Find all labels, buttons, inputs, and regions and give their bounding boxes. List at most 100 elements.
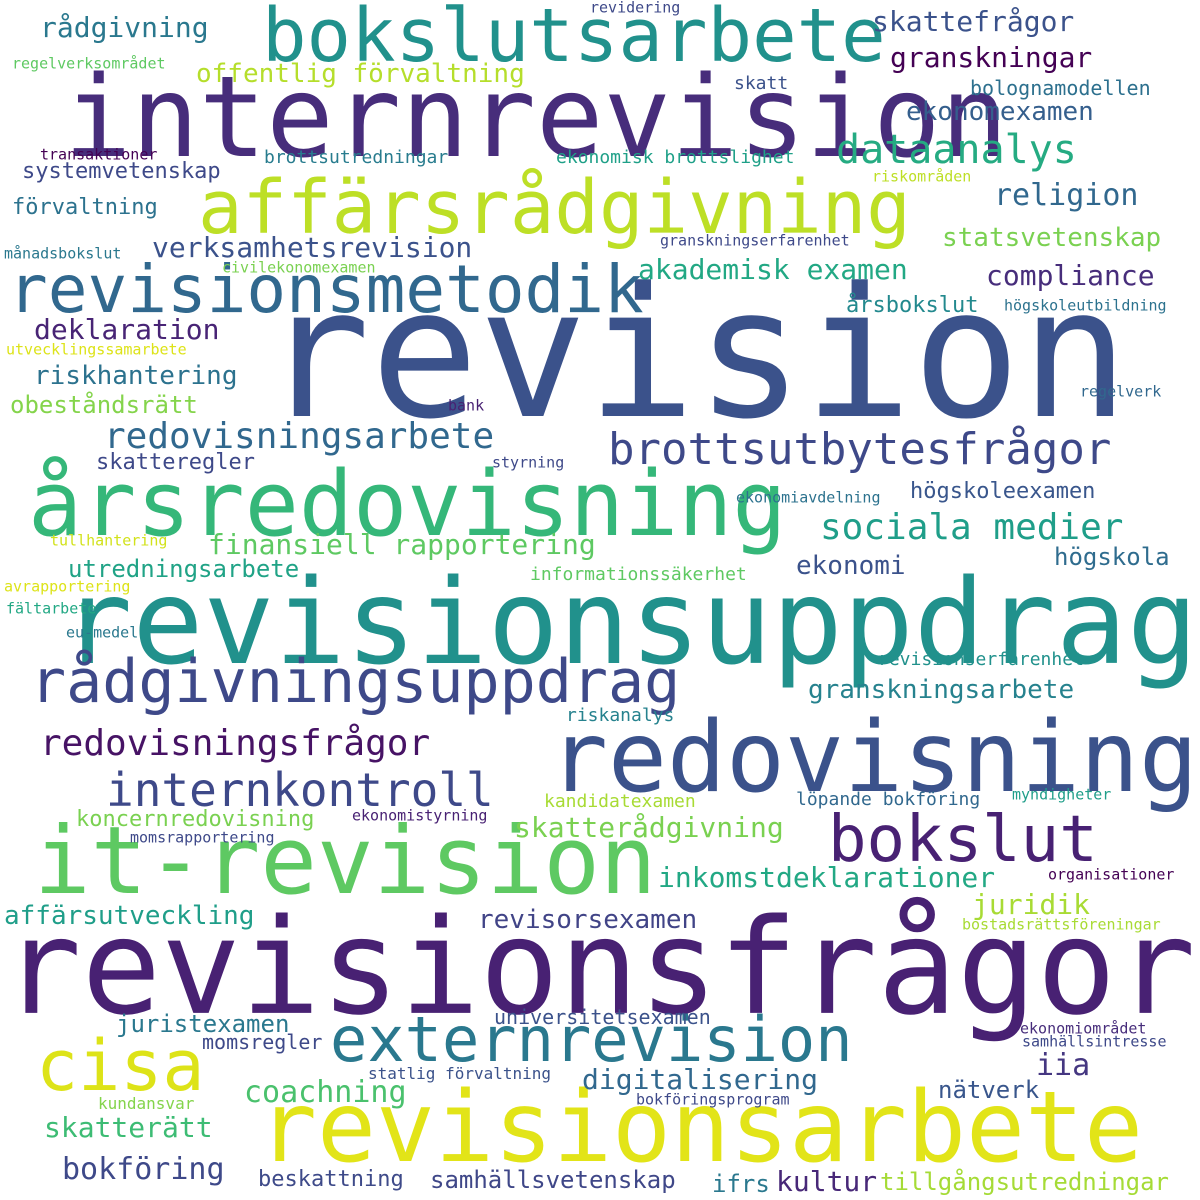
word: sociala medier (820, 507, 1124, 548)
word: kultur (776, 1165, 878, 1198)
word: månadsbokslut (4, 244, 122, 263)
word: tullhantering (50, 531, 168, 550)
word: it-revision (34, 807, 657, 916)
word: skattefrågor (872, 5, 1075, 38)
word: juristexamen (116, 1010, 290, 1038)
word: bokföring (62, 1152, 225, 1187)
word: styrning (492, 453, 565, 472)
word: ekonomexamen (906, 97, 1094, 127)
word: offentlig förvaltning (196, 59, 525, 89)
word: internrevision (64, 53, 1009, 183)
word: organisationer (1048, 865, 1175, 884)
word: momsregler (202, 1030, 323, 1054)
word: informationssäkerhet (530, 564, 747, 585)
word: ekonomi (796, 551, 906, 581)
word: utredningsarbete (68, 555, 300, 583)
word: bank (448, 396, 485, 415)
word: utvecklingssamarbete (6, 340, 187, 359)
word: bokföringsprogram (636, 1090, 790, 1109)
word: revisionserfarenhet (878, 649, 1084, 670)
word: förvaltning (12, 195, 158, 220)
word: fältarbete (6, 599, 97, 618)
word: iia (1036, 1048, 1091, 1083)
word: dataanalys (836, 127, 1077, 173)
word: regelverk (1080, 382, 1162, 401)
word: samhällsintresse (1022, 1032, 1167, 1051)
word: universitetsexamen (494, 1005, 711, 1029)
word: granskningsarbete (808, 675, 1075, 705)
word: bokslut (828, 803, 1098, 877)
word: redovisningsfrågor (40, 723, 431, 764)
word: regelverksområdet (12, 54, 166, 73)
word: statsvetenskap (942, 223, 1162, 253)
word: religion (994, 178, 1139, 213)
word: skatterådgivning (514, 811, 784, 844)
word: verksamhetsrevision (152, 231, 473, 264)
word: beskattning (258, 1167, 404, 1192)
word: inkomstdeklarationer (658, 861, 996, 894)
word: samhällsvetenskap (430, 1166, 676, 1194)
word: högskoleutbildning (1004, 296, 1167, 315)
word: civilekonomexamen (222, 258, 376, 277)
word: rådgivningsuppdrag (30, 647, 681, 717)
word: revisionsmetodik (8, 251, 644, 328)
word: ekonomiområdet (1020, 1019, 1147, 1038)
word: löpande bokföring (796, 789, 981, 810)
word: systemvetenskap (22, 159, 221, 184)
word: tillgångsutredningar (880, 1168, 1169, 1196)
word: revisorsexamen (478, 905, 698, 935)
word: kundansvar (98, 1094, 195, 1113)
word: nätverk (938, 1076, 1040, 1104)
word: obeståndsrätt (10, 391, 198, 419)
word: högskola (1054, 543, 1170, 571)
word: revisionsuppdrag (61, 553, 1198, 691)
word: internkontroll (106, 763, 494, 817)
word: revidering (590, 0, 681, 17)
word: ekonomiavdelning (736, 488, 881, 507)
word: brottsutbytesfrågor (608, 424, 1112, 475)
word: årsbokslut (846, 293, 979, 318)
word: finansiell rapportering (208, 528, 596, 561)
word: juridik (972, 888, 1091, 921)
word: externrevision (330, 1003, 853, 1076)
word: momsrapportering (130, 828, 275, 847)
word: affärsrådgivning (198, 165, 911, 251)
word: bostadsrättsföreningar (962, 915, 1161, 934)
word: brottsutredningar (264, 147, 449, 168)
word: rådgivning (40, 11, 209, 44)
word: coachning (244, 1075, 407, 1110)
word: bokslutsarbete (262, 0, 886, 79)
word: transaktioner (40, 145, 158, 164)
word: årsredovisning (28, 452, 787, 557)
word: cisa (36, 1025, 205, 1107)
word: koncernredovisning (76, 807, 315, 832)
word: akademisk examen (638, 253, 908, 286)
word: riskanalys (566, 705, 675, 726)
word: kandidatexamen (544, 791, 696, 812)
word: riskhantering (34, 361, 238, 391)
word: statlig förvaltning (368, 1064, 552, 1083)
word: skatt (734, 73, 789, 94)
word: granskningserfarenhet (660, 231, 850, 250)
word: avrapportering (4, 577, 131, 596)
word: myndigheter (1012, 785, 1112, 804)
word: skatterätt (44, 1111, 213, 1144)
word: bolognamodellen (970, 76, 1151, 100)
word: skatteregler (96, 450, 255, 475)
word: redovisning (548, 701, 1198, 815)
word: revisionsarbete (258, 1071, 1144, 1185)
word: revisionsfrågor (2, 890, 1196, 1045)
word: ifrs (712, 1170, 770, 1198)
word: deklaration (34, 313, 220, 346)
word: digitalisering (582, 1063, 819, 1096)
word: granskningar (890, 41, 1093, 74)
word: ekonomisk brottslighet (556, 147, 795, 168)
word: riskområden (872, 167, 972, 186)
word: revision (262, 250, 1129, 459)
word: ekonomistyrning (352, 806, 488, 825)
word: högskoleexamen (910, 479, 1096, 504)
word: compliance (986, 259, 1155, 292)
word: affärsutveckling (4, 901, 255, 931)
word: eu-medel (66, 623, 139, 642)
